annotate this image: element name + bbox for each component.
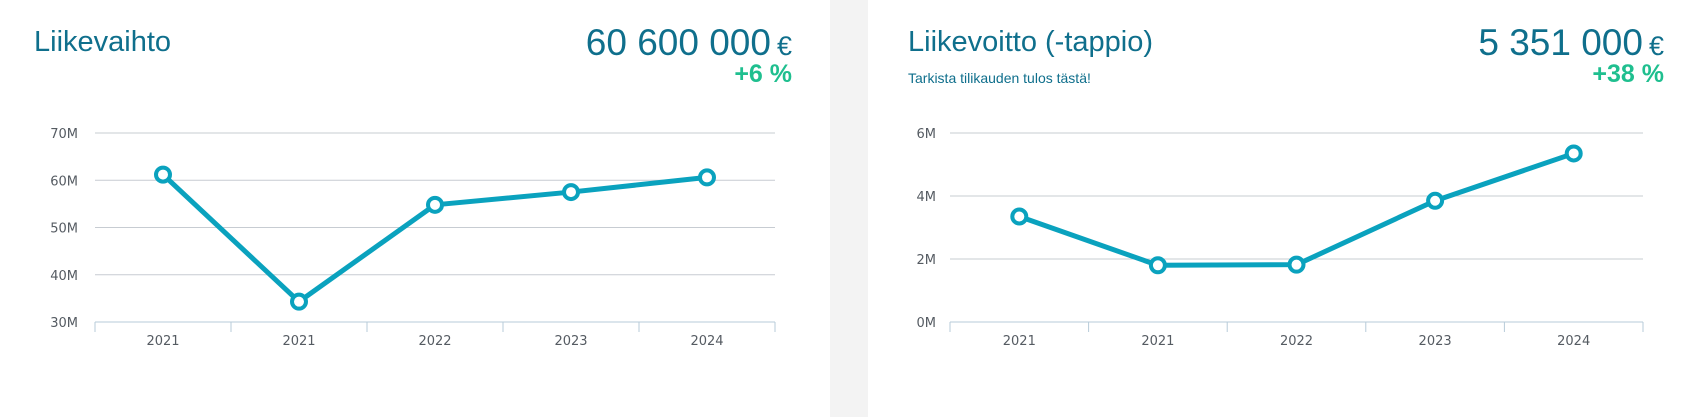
profit-value: 5 351 000	[1478, 22, 1643, 63]
data-point	[1148, 256, 1167, 275]
data-point	[426, 195, 444, 214]
data-point	[1287, 255, 1306, 274]
y-tick-label: 6M	[917, 127, 937, 142]
profit-currency: €	[1648, 31, 1664, 61]
profit-title: Liikevoitto (-tappio)	[908, 26, 1153, 58]
y-tick-label: 70M	[50, 127, 78, 142]
x-tick-label: 2024	[690, 334, 723, 349]
revenue-currency: €	[776, 31, 792, 61]
revenue-panel: Liikevaihto 60 600 000 € +6 % 30M 40M 50M 60…	[0, 0, 830, 417]
panel-divider	[830, 0, 868, 417]
data-point	[1426, 191, 1445, 210]
x-tick-label: 2021	[146, 334, 179, 349]
y-tick-label: 0M	[917, 316, 937, 331]
x-tick-label: 2024	[1557, 334, 1590, 349]
profit-subtitle-link[interactable]: Tarkista tilikauden tulos tästä!	[908, 70, 1091, 86]
y-tick-label: 4M	[917, 190, 937, 205]
revenue-line-chart: 30M 40M 50M 60M 70M 2021 2021 2022 2023 2024	[50, 127, 776, 349]
revenue-value-box: 60 600 000 € +6 %	[586, 22, 792, 89]
y-tick-label: 2M	[917, 253, 937, 268]
data-point	[154, 165, 172, 184]
series-line	[160, 172, 710, 305]
data-point	[1564, 144, 1583, 163]
x-tick-label: 2021	[282, 334, 315, 349]
profit-panel: Liikevoitto (-tappio) Tarkista tilikaude…	[868, 0, 1689, 417]
revenue-change: +6 %	[734, 60, 792, 88]
y-tick-label: 40M	[50, 269, 78, 284]
series-line	[1016, 150, 1577, 268]
x-tick-label: 2021	[1003, 334, 1036, 349]
data-point	[698, 168, 716, 187]
profit-value-box: 5 351 000 € +38 %	[1478, 22, 1664, 89]
y-tick-label: 60M	[50, 174, 78, 189]
data-point	[290, 292, 308, 311]
profit-line-chart: 0M 2M 4M 6M 2021 2021 2022 2023 2024	[917, 127, 1644, 349]
revenue-value: 60 600 000	[585, 22, 771, 63]
y-tick-label: 50M	[50, 222, 78, 237]
x-tick-label: 2022	[418, 334, 451, 349]
y-tick-label: 30M	[50, 316, 78, 331]
profit-change: +38 %	[1592, 60, 1664, 88]
x-tick-label: 2023	[554, 334, 587, 349]
x-tick-label: 2023	[1419, 334, 1452, 349]
x-tick-label: 2022	[1280, 334, 1313, 349]
revenue-title: Liikevaihto	[34, 26, 172, 58]
data-point	[562, 183, 580, 202]
data-point	[1010, 207, 1029, 226]
x-tick-label: 2021	[1141, 334, 1174, 349]
